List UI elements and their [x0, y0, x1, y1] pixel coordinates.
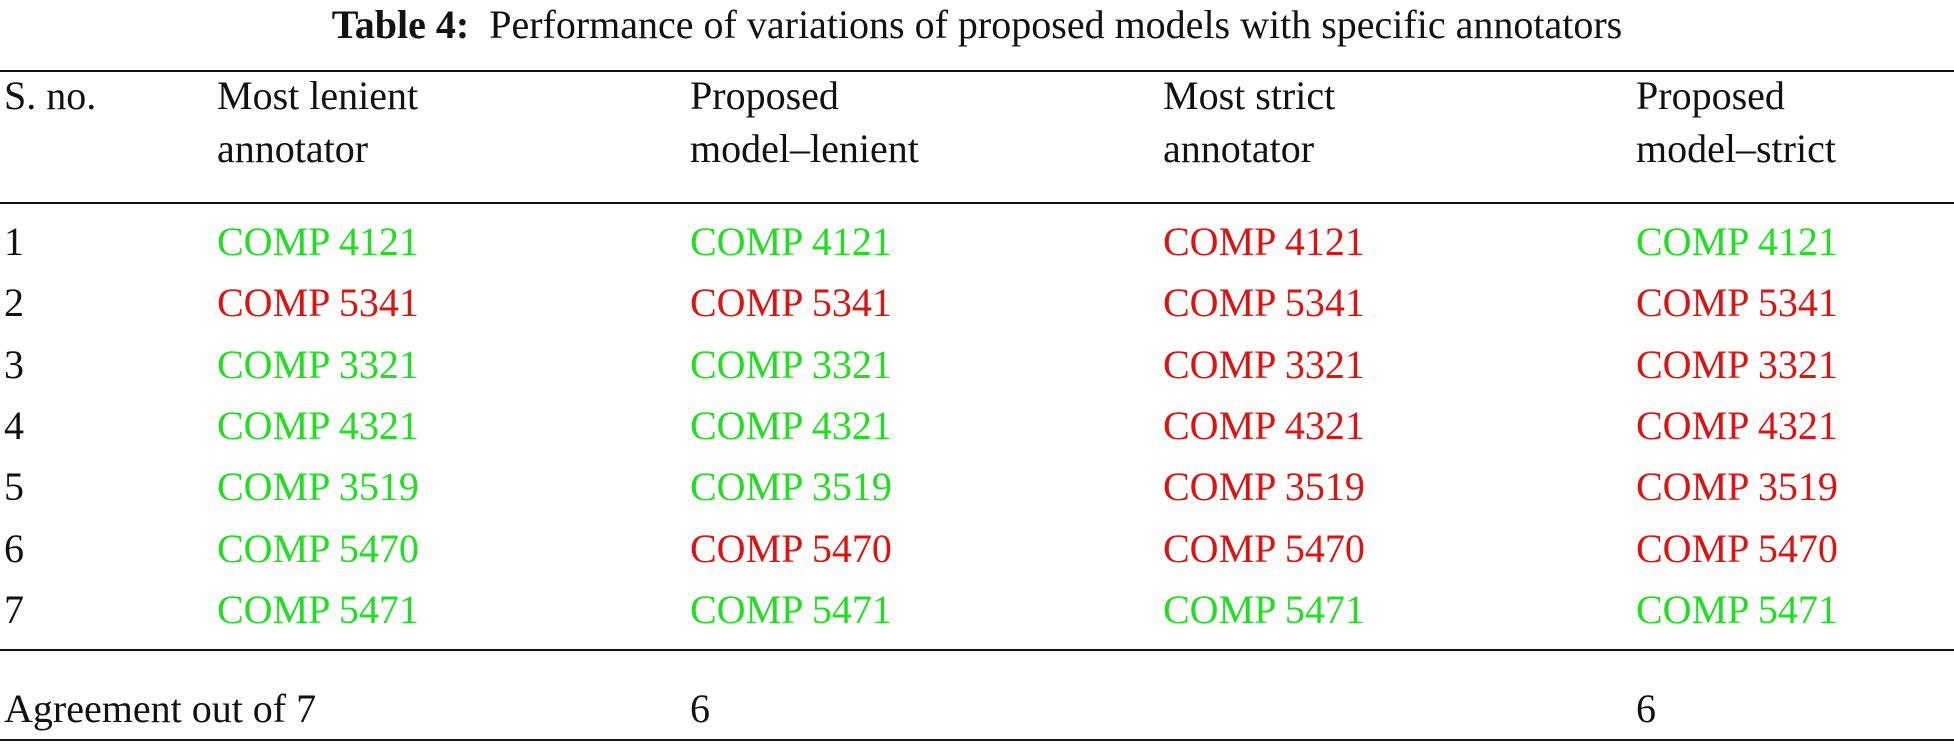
- header-most-lenient: Most lenient annotator: [217, 69, 418, 175]
- header-sno: S. no.: [4, 69, 96, 122]
- bottom-rule: [0, 739, 1954, 741]
- header-rule: [0, 202, 1954, 204]
- cell-proposed-lenient: COMP 3321: [690, 342, 892, 387]
- header-most-strict-line-1: Most strict: [1163, 73, 1336, 118]
- caption-text: Performance of variations of proposed mo…: [489, 2, 1623, 47]
- row-sno: 6: [4, 526, 24, 571]
- table-caption: Table 4: Performance of variations of pr…: [0, 0, 1954, 62]
- header-proposed-lenient-line-2: model–lenient: [690, 126, 919, 171]
- cell-proposed-lenient: COMP 5470: [690, 526, 892, 571]
- agreement-label: Agreement out of 7: [4, 686, 317, 731]
- header-most-lenient-line-2: annotator: [217, 126, 369, 171]
- cell-most-lenient: COMP 5341: [217, 280, 419, 325]
- cell-proposed-strict: COMP 3519: [1636, 464, 1838, 509]
- header-most-lenient-line-1: Most lenient: [217, 73, 419, 118]
- cell-most-lenient: COMP 4321: [217, 403, 419, 448]
- header-most-strict-line-2: annotator: [1163, 126, 1315, 171]
- row-sno: 7: [4, 587, 24, 632]
- cell-most-strict: COMP 4321: [1163, 403, 1365, 448]
- cell-most-strict: COMP 3321: [1163, 342, 1365, 387]
- agreement-strict-value: 6: [1636, 686, 1656, 731]
- cell-proposed-lenient: COMP 3519: [690, 464, 892, 509]
- body-rule: [0, 649, 1954, 651]
- cell-most-strict: COMP 4121: [1163, 219, 1365, 264]
- top-rule: [0, 70, 1954, 72]
- cell-proposed-strict: COMP 3321: [1636, 342, 1838, 387]
- agreement-lenient-value: 6: [690, 686, 710, 731]
- cell-proposed-strict: COMP 4321: [1636, 403, 1838, 448]
- header-proposed-lenient-line-1: Proposed: [690, 73, 839, 118]
- header-proposed-strict: Proposed model–strict: [1636, 69, 1836, 175]
- cell-most-strict: COMP 5471: [1163, 587, 1365, 632]
- cell-proposed-strict: COMP 4121: [1636, 219, 1838, 264]
- cell-most-strict: COMP 5341: [1163, 280, 1365, 325]
- cell-most-lenient: COMP 3321: [217, 342, 419, 387]
- cell-proposed-strict: COMP 5470: [1636, 526, 1838, 571]
- cell-proposed-lenient: COMP 4321: [690, 403, 892, 448]
- header-proposed-strict-line-2: model–strict: [1636, 126, 1836, 171]
- cell-proposed-strict: COMP 5471: [1636, 587, 1838, 632]
- cell-most-strict: COMP 3519: [1163, 464, 1365, 509]
- row-sno: 5: [4, 464, 24, 509]
- caption-label: Table 4:: [331, 2, 470, 47]
- header-proposed-lenient: Proposed model–lenient: [690, 69, 919, 175]
- cell-proposed-lenient: COMP 5471: [690, 587, 892, 632]
- cell-most-lenient: COMP 5471: [217, 587, 419, 632]
- row-sno: 4: [4, 403, 24, 448]
- header-most-strict: Most strict annotator: [1163, 69, 1335, 175]
- cell-proposed-lenient: COMP 5341: [690, 280, 892, 325]
- row-sno: 1: [4, 219, 24, 264]
- row-sno: 3: [4, 342, 24, 387]
- cell-most-lenient: COMP 4121: [217, 219, 419, 264]
- cell-proposed-strict: COMP 5341: [1636, 280, 1838, 325]
- cell-most-lenient: COMP 3519: [217, 464, 419, 509]
- header-sno-line: S. no.: [4, 73, 97, 118]
- cell-most-strict: COMP 5470: [1163, 526, 1365, 571]
- cell-most-lenient: COMP 5470: [217, 526, 419, 571]
- header-proposed-strict-line-1: Proposed: [1636, 73, 1785, 118]
- cell-proposed-lenient: COMP 4121: [690, 219, 892, 264]
- row-sno: 2: [4, 280, 24, 325]
